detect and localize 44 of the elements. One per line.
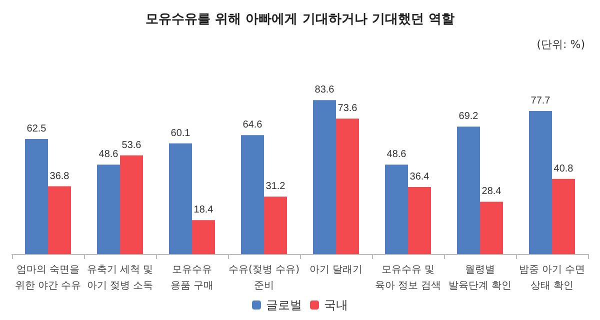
bar xyxy=(192,220,215,254)
data-label: 73.6 xyxy=(338,103,358,114)
data-label: 40.8 xyxy=(554,163,574,174)
bar xyxy=(313,100,336,254)
chart-subtitle: (단위: %) xyxy=(536,38,586,51)
bar xyxy=(241,135,264,254)
data-label: 53.6 xyxy=(122,140,142,151)
data-label: 60.1 xyxy=(170,128,191,139)
data-label: 69.2 xyxy=(458,111,479,122)
x-tick-label: 밤중 아기 수면 상태 확인 xyxy=(518,264,586,292)
bar xyxy=(480,202,503,254)
bar xyxy=(264,196,287,254)
x-tick-label: 엄마의 숙면을 위한 야간 수유 xyxy=(14,264,82,292)
legend-label: 국내 xyxy=(324,298,348,312)
data-label: 83.6 xyxy=(314,84,335,96)
data-label: 28.4 xyxy=(482,186,502,198)
bar xyxy=(120,155,143,254)
data-label: 64.6 xyxy=(242,120,263,131)
bar xyxy=(48,186,71,254)
chart-title: 모유수유를 위해 아빠에게 기대하거나 기대했던 역할 xyxy=(146,12,454,27)
bar xyxy=(97,164,120,254)
bar xyxy=(385,164,408,254)
x-tick-label: 유축기 세척 및 아기 젖병 소독 xyxy=(86,264,154,292)
data-label: 48.6 xyxy=(98,149,119,160)
x-tick-label: 월령별 발육단계 확인 xyxy=(448,264,512,292)
data-label: 48.6 xyxy=(386,149,407,160)
bar xyxy=(529,111,552,254)
data-label: 36.4 xyxy=(410,172,430,183)
x-tick-label: 아기 달래기 xyxy=(309,264,363,276)
bar xyxy=(336,118,359,254)
data-label: 62.5 xyxy=(26,124,47,134)
legend-label: 글로벌 xyxy=(266,298,302,312)
bar xyxy=(408,187,431,254)
bar xyxy=(552,178,575,254)
data-label: 31.2 xyxy=(266,181,286,192)
bar xyxy=(169,143,192,254)
x-tick-label: 수유(젖병 수유) 준비 xyxy=(228,264,300,292)
bar xyxy=(25,139,48,254)
x-tick-label: 모유수유 용품 구매 xyxy=(170,264,214,292)
x-tick-label: 모유수유 및 육아 정보 검색 xyxy=(374,264,442,292)
data-label: 77.7 xyxy=(530,96,551,107)
data-label: 18.4 xyxy=(194,204,214,216)
data-label: 36.8 xyxy=(50,170,70,182)
bar xyxy=(457,126,480,254)
